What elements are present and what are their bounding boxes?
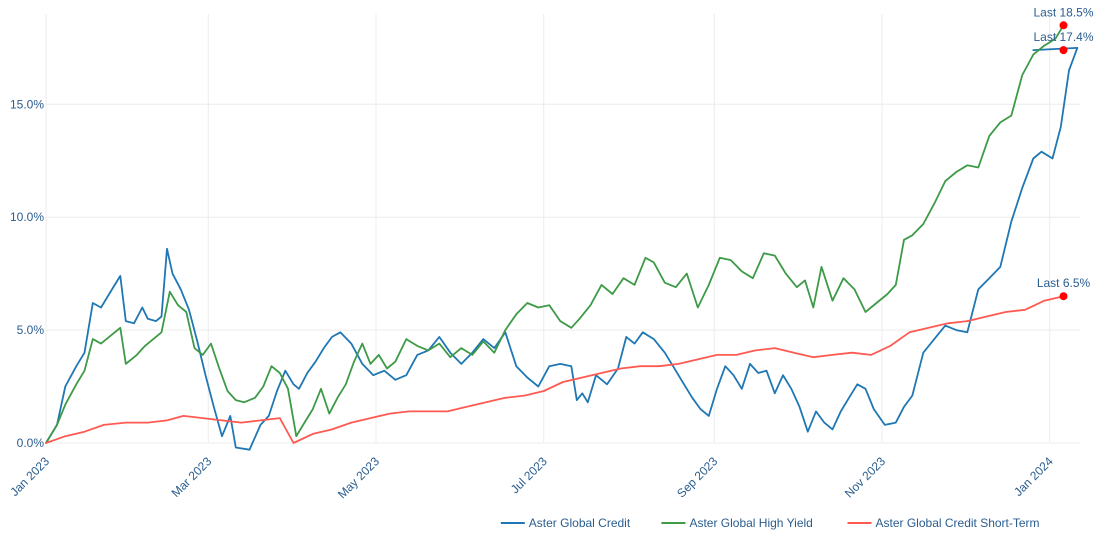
x-tick-label: Nov 2023	[842, 454, 888, 500]
grid-layer	[45, 14, 1080, 444]
y-tick-label: 10.0%	[10, 210, 44, 224]
x-tick-label: Sep 2023	[674, 454, 720, 500]
last-value-label: Last 6.5%	[1037, 276, 1091, 290]
legend[interactable]: Aster Global Credit Aster Global High Yie…	[500, 516, 1040, 530]
x-tick-label: Jan 2024	[1011, 454, 1056, 499]
legend-label: Aster Global High Yield	[689, 516, 812, 530]
x-tick-label: May 2023	[335, 454, 382, 501]
last-value-marker	[1059, 46, 1068, 55]
x-tick-label: Jan 2023	[7, 454, 52, 499]
series-line	[45, 47, 1079, 451]
last-value-marker	[1059, 292, 1068, 301]
last-value-marker	[1059, 21, 1068, 30]
annotations: Last 18.5% Last 17.4% Last 6.5%	[1033, 5, 1093, 290]
legend-item[interactable]: Aster Global Credit Short-Term	[847, 516, 1040, 530]
last-value-label: Last 18.5%	[1033, 5, 1093, 19]
legend-label: Aster Global Credit Short-Term	[876, 516, 1040, 530]
marker-layer	[1059, 21, 1068, 301]
series-line	[45, 295, 1065, 444]
x-axis: Jan 2023 Mar 2023 May 2023 Jul 2023 Sep 2023…	[7, 454, 1056, 501]
x-tick-label: Jul 2023	[508, 454, 550, 496]
y-tick-label: 0.0%	[17, 436, 45, 450]
last-value-label: Last 17.4%	[1033, 30, 1093, 44]
legend-item[interactable]: Aster Global Credit	[500, 516, 631, 530]
y-axis: 0.0% 5.0% 10.0% 15.0%	[10, 97, 44, 450]
legend-label: Aster Global Credit	[529, 516, 631, 530]
legend-item[interactable]: Aster Global High Yield	[661, 516, 813, 530]
x-tick-label: Mar 2023	[169, 454, 215, 500]
y-tick-label: 5.0%	[17, 323, 45, 337]
series-layer	[45, 24, 1079, 451]
y-tick-label: 15.0%	[10, 97, 44, 111]
series-line	[45, 24, 1065, 444]
